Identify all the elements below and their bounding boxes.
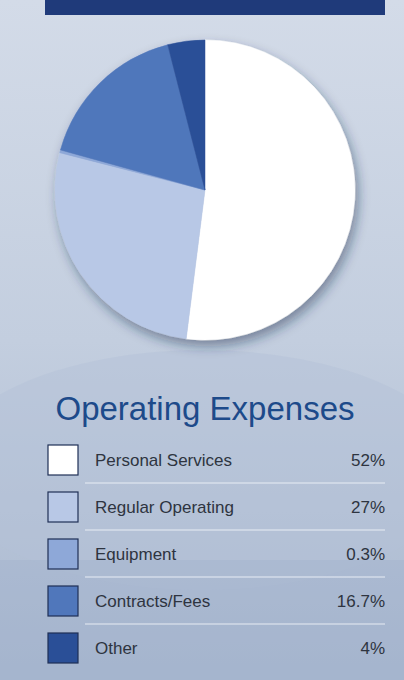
background-decoration [0, 350, 404, 590]
pie-slice [168, 40, 205, 190]
legend-label: Regular Operating [95, 498, 234, 517]
legend-separator [85, 530, 385, 531]
background [0, 0, 404, 680]
background-decoration [0, 560, 404, 680]
legend-separator [85, 577, 385, 578]
legend-swatch [48, 586, 78, 616]
legend-swatch [48, 445, 78, 475]
legend-value: 4% [360, 639, 385, 658]
pie [55, 40, 355, 340]
legend-label: Equipment [95, 545, 177, 564]
pie-slice [186, 40, 355, 340]
legend-swatch [48, 539, 78, 569]
chart-svg: Operating Expenses Personal Services 52% Re… [0, 0, 404, 680]
legend-label: Contracts/Fees [95, 592, 210, 611]
legend-value: 52% [351, 451, 385, 470]
legend-value: 0.3% [346, 545, 385, 564]
legend-swatch [48, 633, 78, 663]
top-bar [45, 0, 385, 15]
chart-container: Operating Expenses Personal Services 52% Re… [0, 0, 404, 680]
chart-title: Operating Expenses [55, 390, 354, 427]
legend-separator [85, 624, 385, 625]
legend-separator [85, 483, 385, 484]
legend-swatch [48, 492, 78, 522]
legend-value: 16.7% [337, 592, 385, 611]
legend-label: Personal Services [95, 451, 232, 470]
legend-label: Other [95, 639, 138, 658]
legend-value: 27% [351, 498, 385, 517]
